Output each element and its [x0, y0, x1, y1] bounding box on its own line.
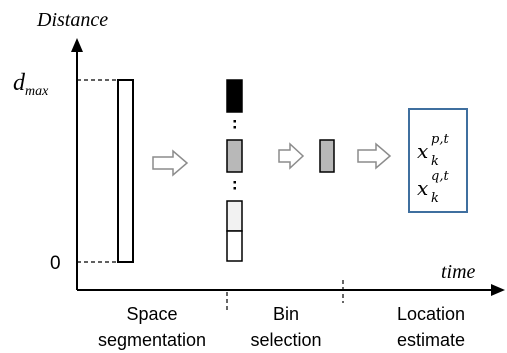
- estimate-x-p-base: x: [417, 139, 428, 163]
- bin-gray: [226, 139, 243, 173]
- dmax-label: dmax: [13, 70, 49, 99]
- bin-black: [226, 79, 243, 113]
- space-range-bar: [117, 79, 134, 263]
- estimate-x-q-sup: q,t: [431, 169, 449, 184]
- zero-label: 0: [50, 253, 61, 274]
- estimate-x-q: x: [417, 176, 428, 200]
- vertical-ellipsis-icon: [233, 181, 236, 190]
- flow-arrow-icon: [278, 142, 305, 170]
- x-axis-arrowhead: [491, 284, 505, 296]
- estimate-x-q-sub: k: [431, 191, 439, 206]
- stage-label-space-line1: Space: [126, 304, 177, 324]
- bin-light-lower: [226, 230, 243, 262]
- estimate-x-q-base: x: [417, 176, 428, 200]
- stage-label-location-line1: Location: [397, 304, 465, 324]
- y-axis-label: Distance: [36, 9, 108, 31]
- stage-label-location-line2: estimate: [397, 330, 465, 350]
- stage-label-bin-line1: Bin: [273, 304, 299, 324]
- dmax-base: d: [13, 70, 26, 96]
- estimate-x-p: x: [417, 139, 428, 163]
- dmax-sub: max: [25, 84, 49, 99]
- stage-label-space-line2: segmentation: [98, 330, 206, 350]
- stage-label-bin-line2: selection: [250, 330, 321, 350]
- estimate-box: [408, 108, 468, 213]
- x-axis-label: time: [441, 261, 476, 283]
- vertical-ellipsis-icon: [233, 120, 236, 129]
- selected-bin: [319, 139, 335, 173]
- bin-light-upper: [226, 200, 243, 232]
- estimate-x-p-sup: p,t: [431, 132, 449, 147]
- flow-arrow-icon: [357, 142, 392, 170]
- estimate-x-p-sub: k: [431, 154, 439, 169]
- flow-arrow-icon: [152, 149, 189, 177]
- y-axis-arrowhead: [71, 38, 83, 52]
